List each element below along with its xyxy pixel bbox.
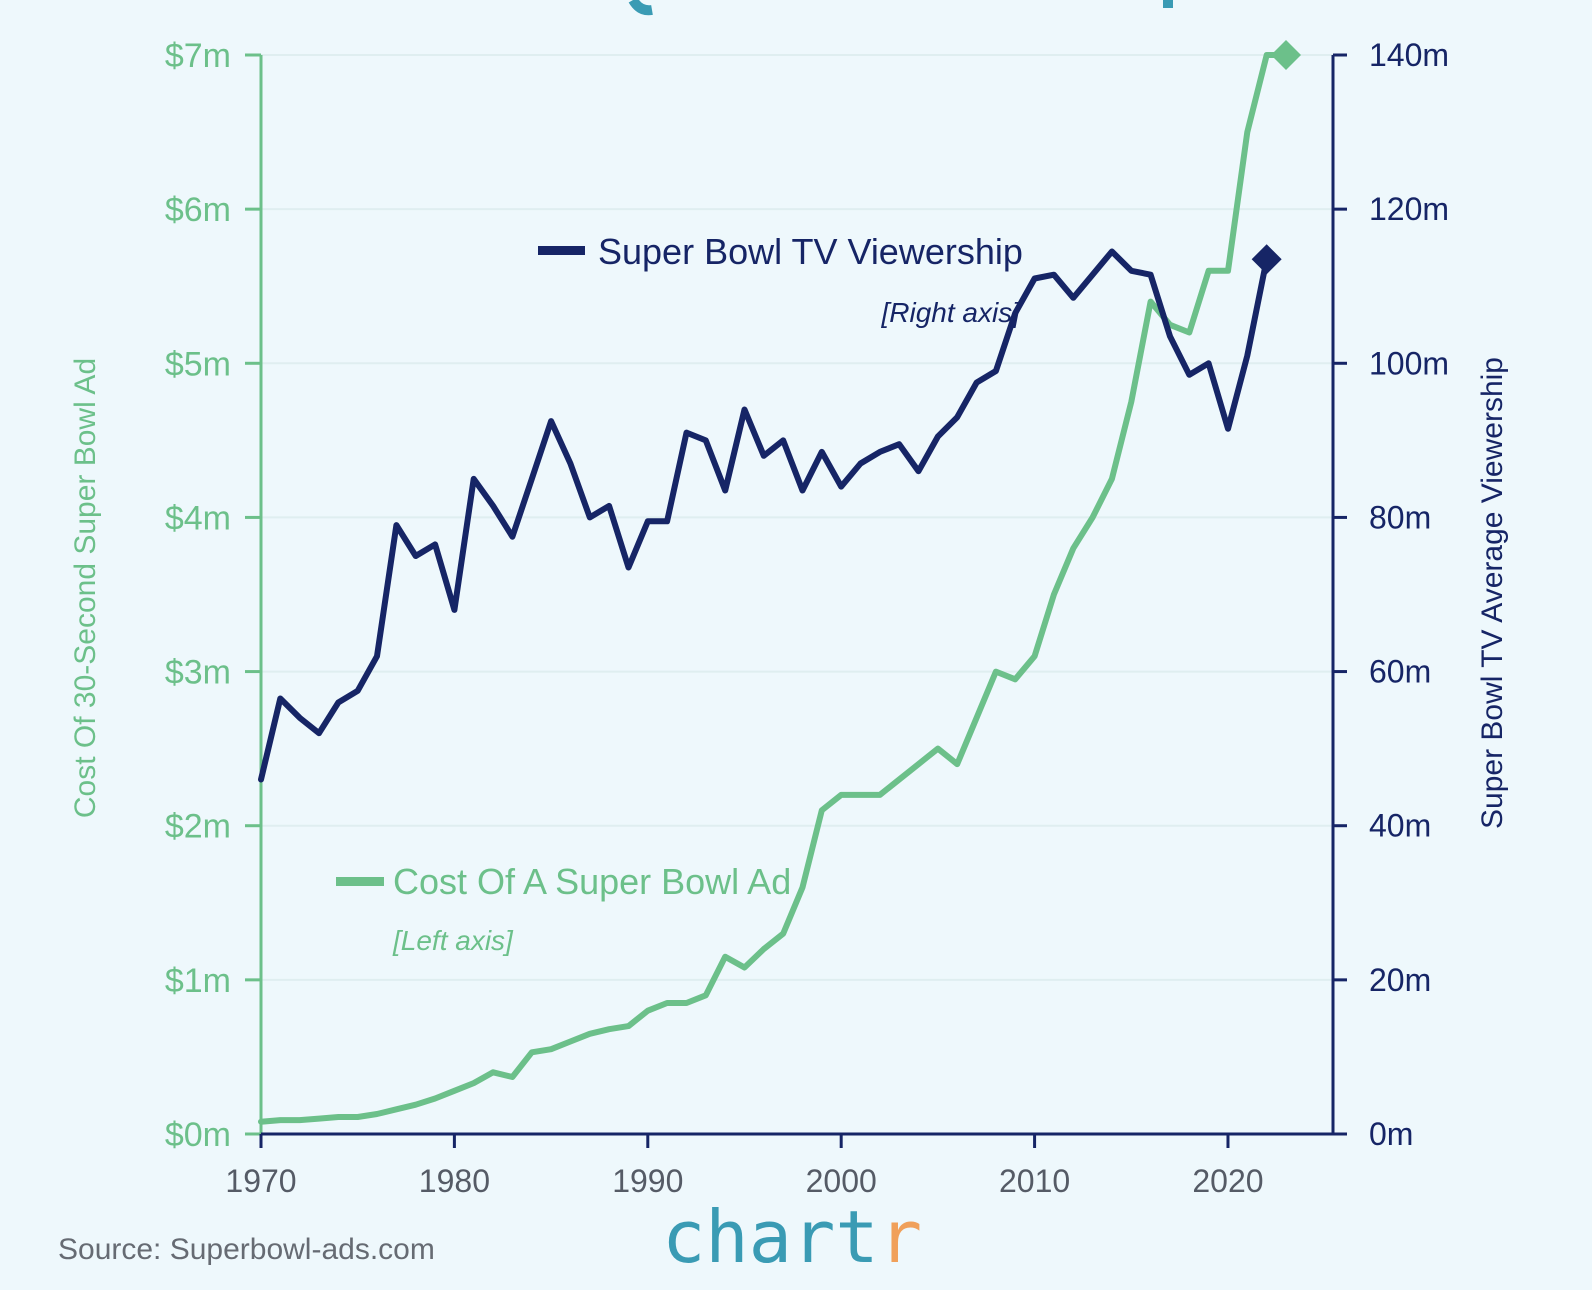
x-axis-ticks: 1970 1980 1990 2000 2010 2020 — [225, 1134, 1264, 1199]
left-tick-label: $2m — [165, 808, 231, 846]
left-tick-label: $0m — [165, 1116, 231, 1154]
viewership-line — [258, 248, 1270, 783]
right-tick-label: 100m — [1369, 345, 1449, 381]
cost-end-marker — [1271, 40, 1301, 70]
legend-swatch-viewership — [538, 246, 585, 255]
right-tick-label: 80m — [1369, 499, 1431, 535]
axes — [246, 55, 1335, 1136]
legend-viewership: Super Bowl TV Viewership [Right axis] — [538, 231, 1023, 328]
x-tick-label: 1990 — [612, 1163, 683, 1199]
left-tick-label: $7m — [165, 37, 231, 75]
legend-cost: Cost Of A Super Bowl Ad [Left axis] — [336, 861, 791, 956]
series-layer — [258, 40, 1301, 1125]
left-tick-label: $6m — [165, 191, 231, 229]
right-tick-label: 60m — [1369, 654, 1431, 690]
right-tick-label: 0m — [1369, 1116, 1413, 1152]
x-tick-label: 2000 — [806, 1163, 877, 1199]
gridlines — [261, 54, 1333, 981]
x-tick-label: 1980 — [419, 1163, 490, 1199]
right-tick-label: 40m — [1369, 808, 1431, 844]
brand-logo-main: chart — [662, 1195, 879, 1279]
right-tick-label: 140m — [1369, 37, 1449, 73]
right-axis-title: Super Bowl TV Average Viewership — [1476, 357, 1509, 829]
legend-label-cost: Cost Of A Super Bowl Ad — [393, 861, 791, 902]
x-tick-label: 2020 — [1192, 1163, 1263, 1199]
brand-logo: chartr — [662, 1195, 922, 1279]
right-tick-label: 20m — [1369, 962, 1431, 998]
clipped-title-fragment — [628, 0, 1173, 16]
x-tick-label: 1970 — [225, 1163, 296, 1199]
left-tick-label: $5m — [165, 345, 231, 383]
left-axis-ticks: $0m $1m $2m $3m $4m $5m $6m $7m — [165, 37, 261, 1154]
legend-label-viewership: Super Bowl TV Viewership — [598, 231, 1023, 272]
viewership-end-marker — [1251, 244, 1282, 275]
left-tick-label: $1m — [165, 962, 231, 1000]
cost-line — [258, 52, 1289, 1125]
left-tick-label: $4m — [165, 499, 231, 537]
legend-swatch-cost — [336, 877, 384, 886]
right-axis-ticks: 0m 20m 40m 60m 80m 100m 120m 140m — [1333, 37, 1449, 1152]
x-tick-label: 2010 — [999, 1163, 1070, 1199]
left-tick-label: $3m — [165, 654, 231, 692]
legend-note-cost: [Left axis] — [392, 925, 514, 956]
brand-logo-accent: r — [879, 1195, 922, 1279]
right-tick-label: 120m — [1369, 191, 1449, 227]
source-note: Source: Superbowl-ads.com — [58, 1233, 435, 1266]
left-axis-title: Cost Of 30-Second Super Bowl Ad — [69, 358, 102, 818]
legend-note-viewership: [Right axis] — [881, 297, 1022, 328]
